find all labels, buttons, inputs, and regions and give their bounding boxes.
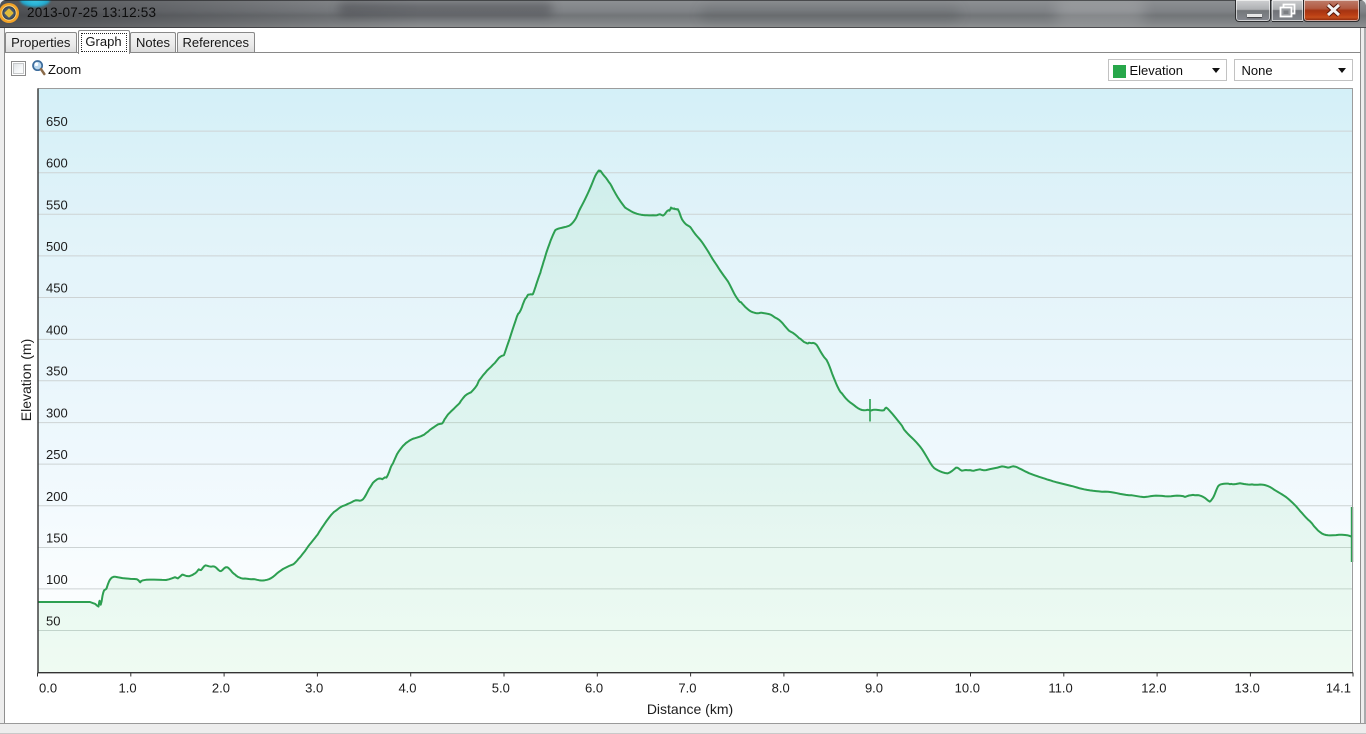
svg-text:Elevation (m): Elevation (m) xyxy=(18,339,34,421)
svg-text:350: 350 xyxy=(46,364,68,379)
svg-text:250: 250 xyxy=(46,447,68,462)
svg-text:11.0: 11.0 xyxy=(1048,681,1072,696)
svg-text:3.0: 3.0 xyxy=(305,681,323,696)
svg-text:200: 200 xyxy=(46,489,68,504)
svg-text:0.0: 0.0 xyxy=(39,681,57,696)
svg-text:Distance (km): Distance (km) xyxy=(647,701,733,717)
svg-text:400: 400 xyxy=(46,322,68,337)
svg-text:10.0: 10.0 xyxy=(955,681,980,696)
svg-text:1.0: 1.0 xyxy=(119,681,137,696)
svg-text:550: 550 xyxy=(46,197,68,212)
svg-text:8.0: 8.0 xyxy=(772,681,790,696)
svg-text:12.0: 12.0 xyxy=(1141,681,1166,696)
svg-text:500: 500 xyxy=(46,239,68,254)
svg-text:450: 450 xyxy=(46,281,68,296)
svg-text:600: 600 xyxy=(46,156,68,171)
svg-text:150: 150 xyxy=(46,531,68,546)
svg-text:2.0: 2.0 xyxy=(212,681,230,696)
svg-text:5.0: 5.0 xyxy=(492,681,510,696)
svg-text:7.0: 7.0 xyxy=(678,681,696,696)
svg-text:4.0: 4.0 xyxy=(398,681,416,696)
svg-text:300: 300 xyxy=(46,406,68,421)
svg-text:13.0: 13.0 xyxy=(1235,681,1260,696)
svg-text:100: 100 xyxy=(46,572,68,587)
svg-text:50: 50 xyxy=(46,614,60,629)
svg-text:6.0: 6.0 xyxy=(585,681,603,696)
svg-text:14.1: 14.1 xyxy=(1326,681,1351,696)
svg-text:650: 650 xyxy=(46,114,68,129)
svg-text:9.0: 9.0 xyxy=(865,681,883,696)
